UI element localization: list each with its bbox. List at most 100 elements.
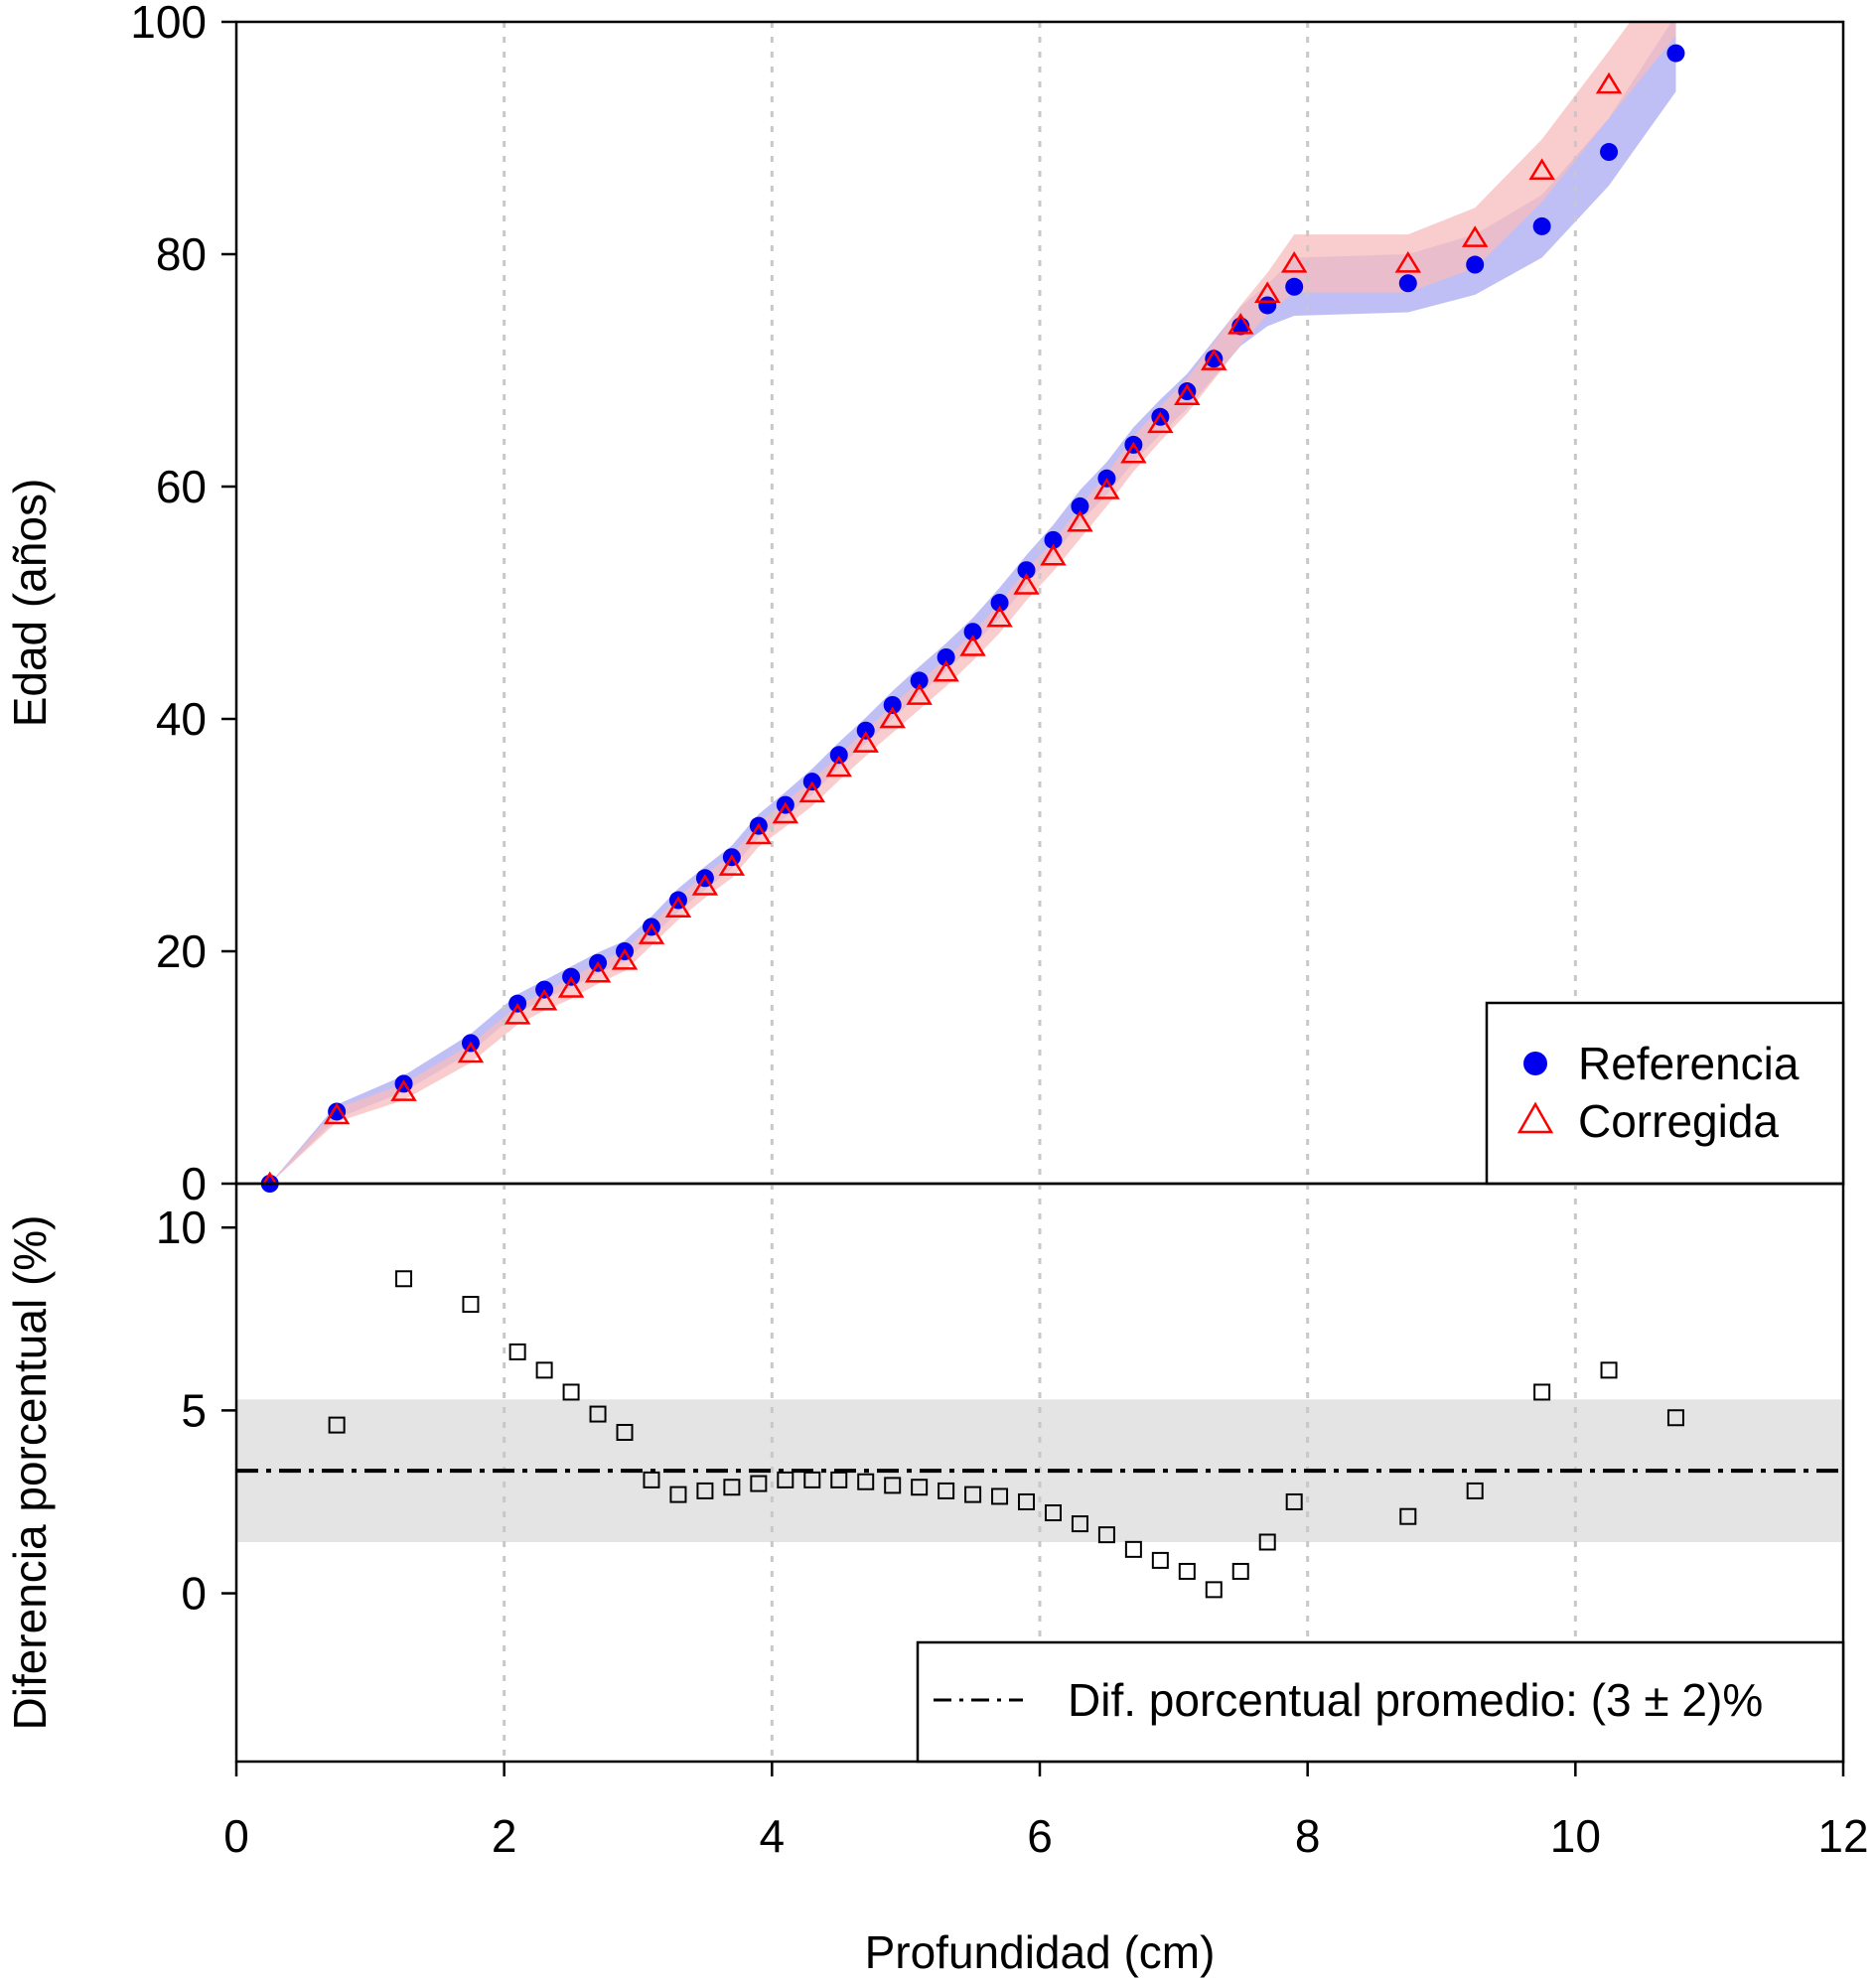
referencia-point [1600,143,1619,162]
referencia-point [883,695,902,714]
percent-difference-point [395,1270,413,1288]
corregida-point [1174,383,1201,405]
corregida-point [1201,349,1227,370]
corregida-point [1147,411,1174,434]
corregida-point [457,1041,485,1063]
percent-difference-point [1124,1540,1142,1558]
corregida-point [1093,478,1120,499]
referencia-point [910,671,929,690]
top-ytick-label: 80 [156,228,207,280]
xtick-label: 4 [760,1810,786,1862]
percent-difference-point [884,1477,902,1494]
top-ytick-label: 0 [181,1158,207,1209]
referencia-point [1666,44,1685,63]
top-panel: 0 20 40 60 80 100 Referencia Corregida Edad (… [4,0,1845,1209]
corregida-point [1280,250,1308,273]
percent-difference-point [830,1471,848,1488]
corregida-point [798,780,826,803]
legend-corregida-label: Corregida [1578,1095,1779,1147]
legend-referencia-label: Referencia [1578,1038,1800,1089]
corregida-point [906,683,933,705]
top-ytick-label: 100 [130,0,207,48]
corregida-point [1253,281,1281,304]
corregida-point [959,635,986,656]
referencia-point [1532,216,1551,235]
xtick-label: 12 [1817,1810,1868,1862]
percent-difference-point [669,1486,687,1503]
percent-difference-point [857,1473,875,1490]
corregida-point [1120,441,1147,464]
legend-referencia-marker [1523,1052,1547,1075]
referencia-point [1398,274,1417,293]
corregida-point [745,822,773,845]
percent-difference-point [723,1479,741,1496]
corregida-point [986,605,1013,628]
bottom-panel: 0 5 10 0 2 4 6 8 10 12 Dif. porcentual promedio:… [4,1182,1869,1978]
corregida-point [1013,573,1040,595]
bottom-ytick-label: 10 [156,1202,207,1253]
bottom-ylabel: Diferencia porcentual (%) [4,1214,56,1730]
corregida-point [1394,250,1422,273]
corregida-point [664,896,692,918]
percent-difference-point [1205,1581,1223,1599]
referencia-point [829,746,848,765]
x-axis-title: Profundidad (cm) [865,1926,1216,1978]
percent-difference-point [643,1471,660,1488]
referencia-point [1258,296,1277,315]
percent-difference-point [508,1343,526,1360]
corregida-point [1461,225,1489,247]
percent-difference-point [750,1475,768,1492]
referencia-point [1466,255,1485,274]
corregida-point [879,706,906,729]
legend-corregida-marker [1516,1101,1554,1134]
corregida-point [557,976,585,998]
percent-difference-point [535,1361,553,1379]
bottom-legend-box [916,1640,1845,1764]
referencia-point [1044,530,1063,549]
referencia-point [937,647,955,666]
corregida-uncertainty-band [269,22,1676,1184]
legend-mean-line-label: Dif. porcentual promedio: (3 ± 2)% [1068,1674,1763,1726]
corregida-point [584,960,612,983]
percent-difference-point [1151,1551,1169,1569]
percent-difference-point [1018,1492,1036,1510]
percent-difference-point [964,1486,982,1503]
top-ytick-label: 40 [156,693,207,745]
referencia-point [1205,350,1224,368]
corregida-point [638,922,665,944]
percent-difference-point [1600,1361,1618,1379]
percent-difference-point [589,1405,607,1423]
percent-difference-point [616,1423,634,1441]
percent-difference-point [938,1482,955,1499]
referencia-point [1178,382,1197,401]
corregida-point [691,874,719,896]
percent-difference-point [1071,1515,1088,1533]
xtick-label: 10 [1550,1810,1601,1862]
percent-difference-point [462,1296,480,1314]
top-legend: Referencia Corregida [1485,1001,1845,1186]
percent-difference-point [1533,1383,1551,1401]
referencia-point [963,623,982,641]
corregida-point [1595,71,1623,94]
corregida-point [323,1102,351,1125]
corregida-point [825,755,852,778]
corregida-point [1664,0,1686,5]
corregida-point [1227,312,1254,335]
corregida-point [611,947,639,970]
percent-difference-point [1285,1492,1303,1510]
percent-difference-point [1466,1482,1484,1499]
top-ylabel: Edad (años) [4,479,56,728]
percent-difference-point [1097,1526,1115,1544]
bottom-ytick-label: 0 [181,1568,207,1620]
top-ytick-label: 20 [156,925,207,977]
percent-difference-point [777,1471,794,1488]
xtick-label: 6 [1027,1810,1053,1862]
xtick-label: 8 [1295,1810,1321,1862]
corregida-point [1040,543,1067,566]
corregida-point [852,731,879,753]
percent-difference-point [328,1416,346,1434]
corregida-point [530,988,558,1011]
top-ytick-label: 60 [156,461,207,512]
percent-difference-point [991,1487,1009,1505]
referencia-point [1285,277,1304,296]
